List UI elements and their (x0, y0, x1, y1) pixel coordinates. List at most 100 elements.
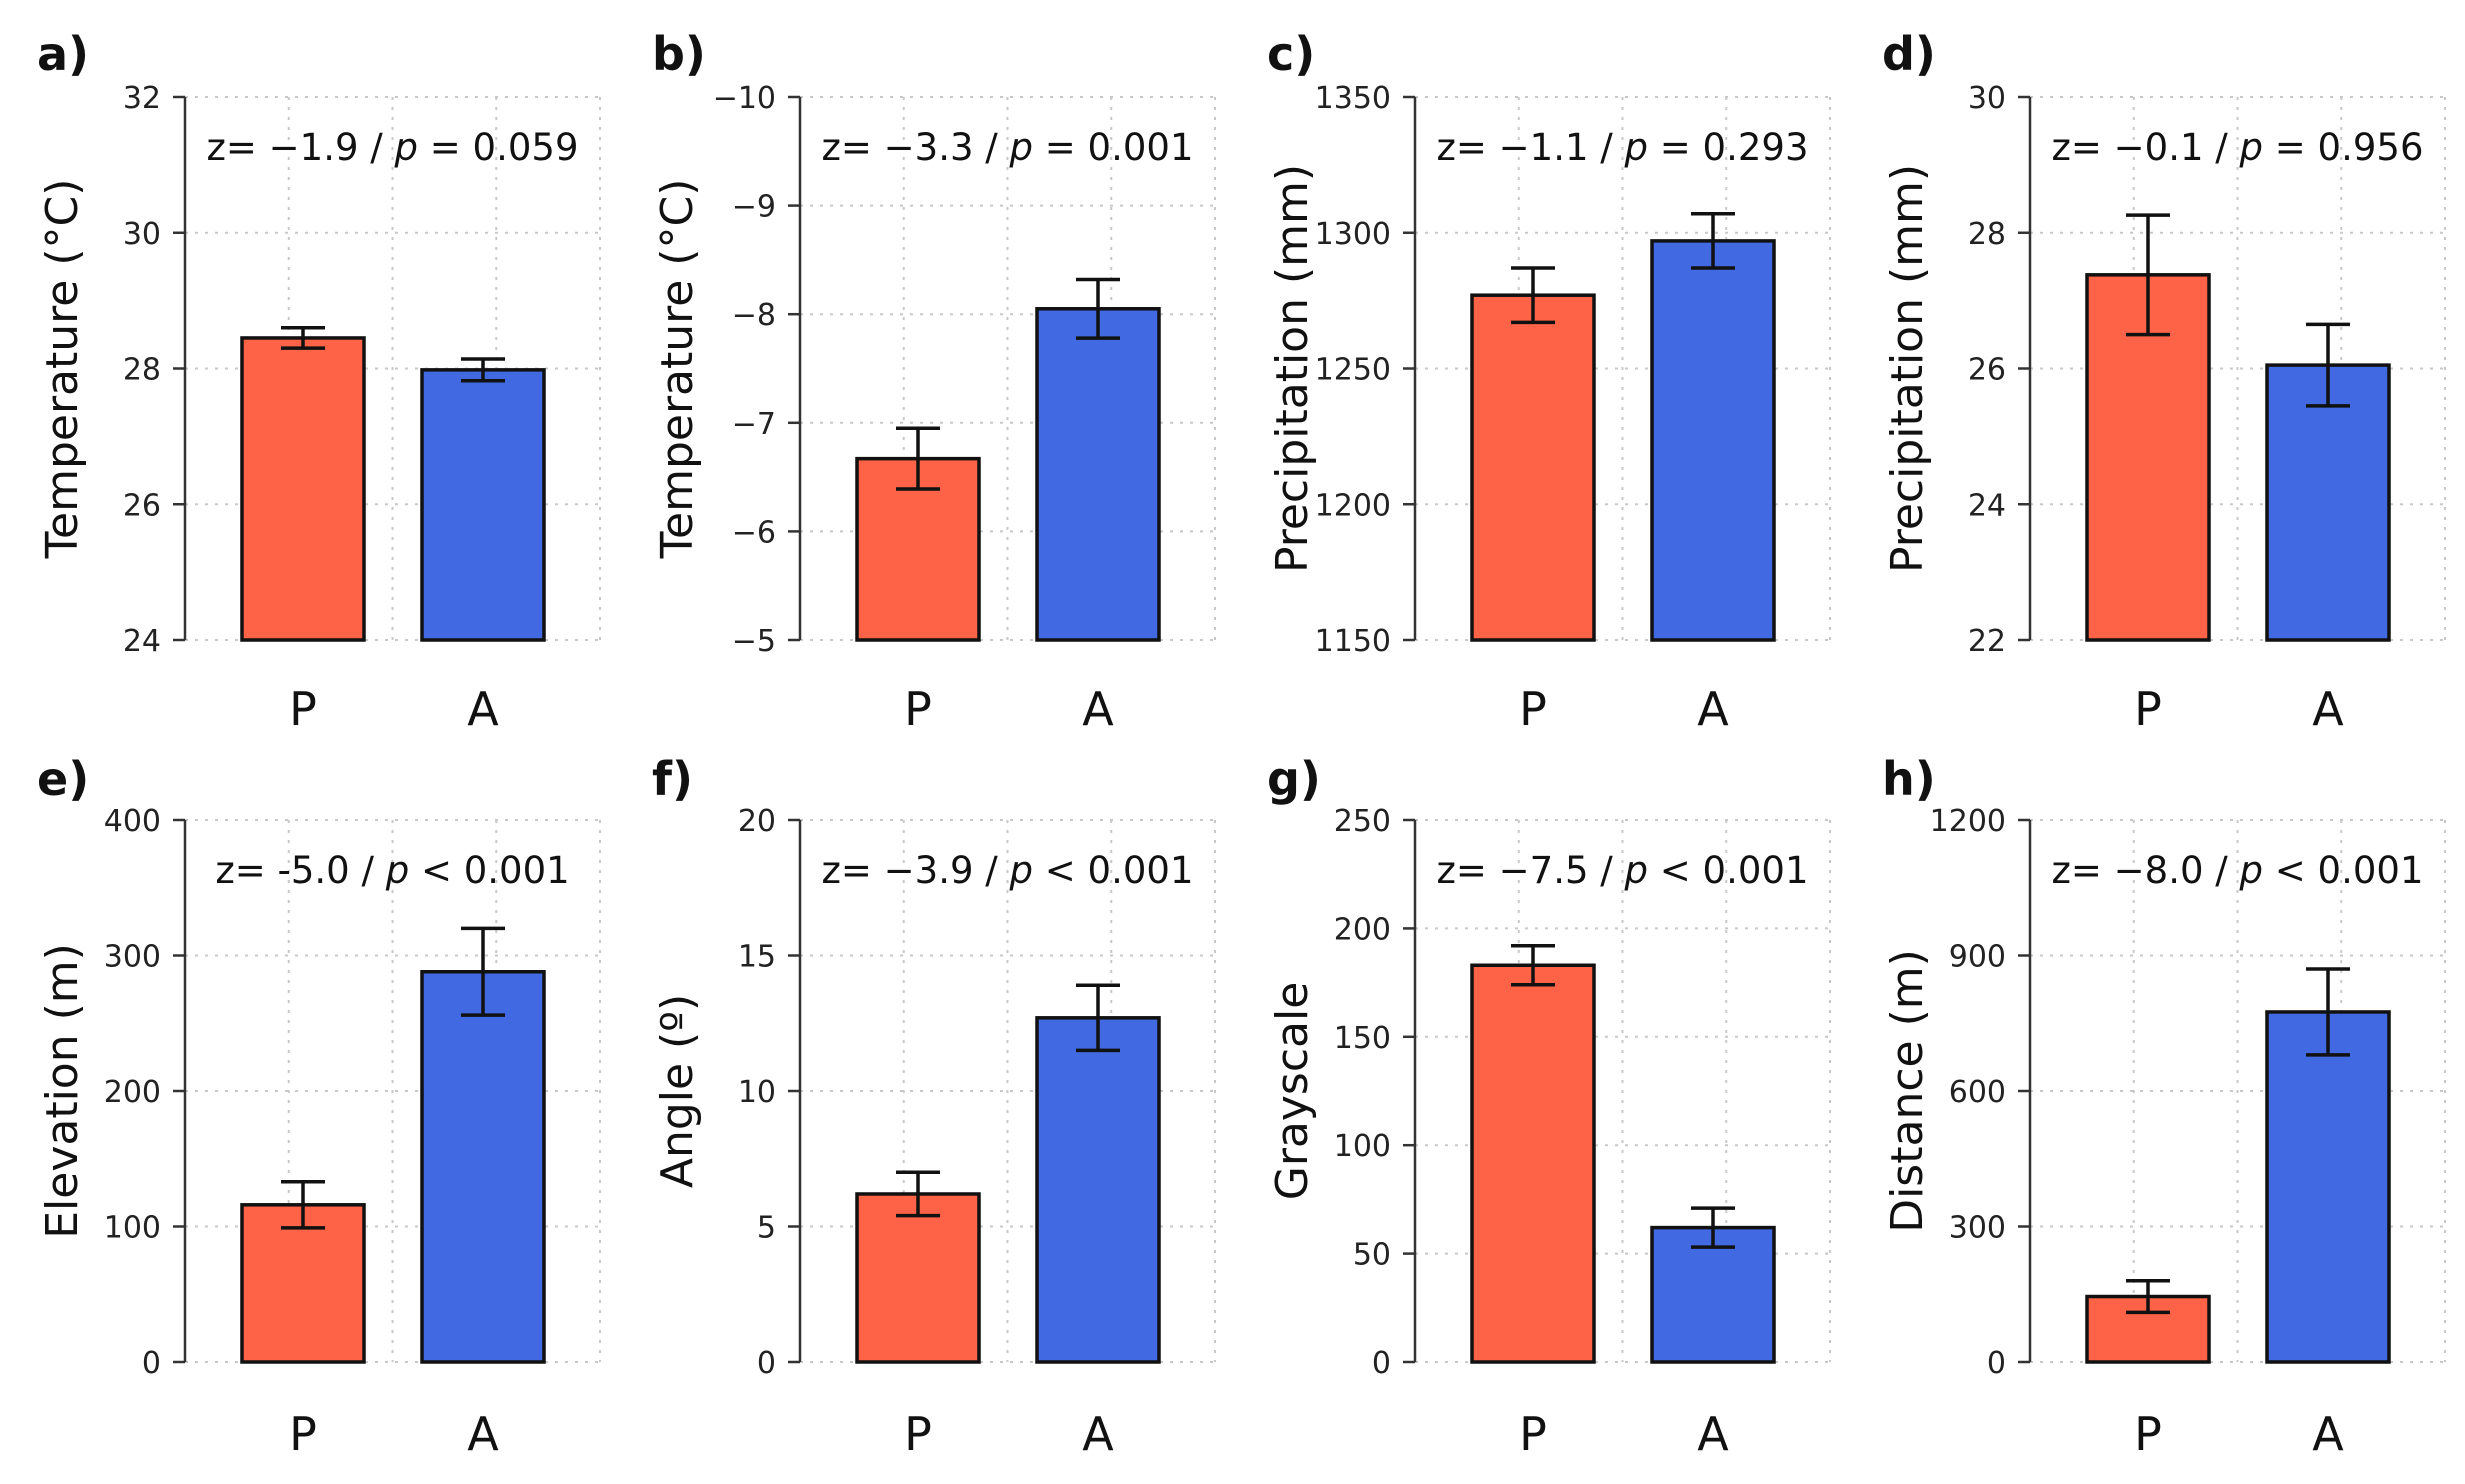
y-tick-label: −5 (732, 624, 776, 659)
panel-a: a) 24 26 28 30 32 Temperature (°C) P Az= −1.9 / … (37, 27, 601, 736)
panel-letter: a) (37, 27, 89, 81)
panel-letter: h) (1882, 752, 1936, 806)
category-label-A: A (1082, 1407, 1114, 1461)
annotation-p: p (1624, 849, 1649, 892)
annotation-p: p (1009, 126, 1034, 169)
y-tick-label: 28 (1968, 217, 2006, 252)
y-tick-label: −6 (732, 515, 776, 550)
y-tick-label: 28 (123, 353, 161, 388)
stat-annotation: z= −0.1 / p = 0.956 (2052, 126, 2424, 169)
y-tick-label: 300 (1949, 1211, 2006, 1246)
annotation-p: p (2239, 126, 2264, 169)
category-label-P: P (289, 1407, 317, 1461)
stat-annotation: z= −7.5 / p < 0.001 (1437, 849, 1809, 892)
category-label-P: P (904, 1407, 932, 1461)
y-tick-label: 32 (123, 81, 161, 116)
y-axis-label: Temperature (°C) (37, 179, 88, 560)
annotation-value: < 0.001 (409, 849, 569, 892)
category-label-P: P (289, 682, 317, 736)
y-tick-label: 1200 (1930, 804, 2006, 839)
y-tick-label: 100 (1334, 1129, 1391, 1164)
category-label-P: P (1519, 682, 1547, 736)
stat-annotation: z= −8.0 / p < 0.001 (2052, 849, 2424, 892)
y-tick-label: 26 (123, 488, 161, 523)
bar-P (240, 336, 366, 642)
annotation-p: p (385, 849, 410, 892)
annotation-p: p (394, 126, 419, 169)
y-tick-label: 1200 (1315, 488, 1391, 523)
category-label-A: A (1697, 682, 1729, 736)
annotation-z: z= −3.3 / (822, 126, 1010, 169)
y-axis-label: Precipitation (mm) (1267, 164, 1318, 573)
category-label-A: A (1697, 1407, 1729, 1461)
y-tick-label: 300 (104, 940, 161, 975)
panel-letter: c) (1267, 27, 1315, 81)
bar-A (420, 970, 546, 1364)
y-tick-label: 5 (757, 1211, 776, 1246)
y-axis-label: Precipitation (mm) (1882, 164, 1933, 573)
panel-letter: b) (652, 27, 706, 81)
panel-letter: d) (1882, 27, 1936, 81)
annotation-p: p (1009, 849, 1034, 892)
y-tick-label: 400 (104, 804, 161, 839)
category-label-P: P (1519, 1407, 1547, 1461)
bar-P (1470, 293, 1596, 642)
y-tick-label: 1300 (1315, 217, 1391, 252)
panel-e: e) 0 100 200 300 400 Elevation (m) P Az= -5.0 / … (37, 752, 601, 1461)
y-tick-label: 250 (1334, 804, 1391, 839)
y-tick-label: 15 (738, 940, 776, 975)
stat-annotation: z= −3.9 / p < 0.001 (822, 849, 1194, 892)
annotation-value: < 0.001 (1033, 849, 1193, 892)
annotation-z: z= −8.0 / (2052, 849, 2240, 892)
y-tick-label: 200 (104, 1075, 161, 1110)
y-tick-label: −8 (732, 298, 776, 333)
bar-A (1650, 1225, 1776, 1364)
y-tick-label: −9 (732, 190, 776, 225)
bar-P (1470, 963, 1596, 1364)
y-axis-label: Elevation (m) (37, 943, 88, 1239)
y-axis-label: Distance (m) (1882, 949, 1933, 1233)
panel-c: c) 1150 1200 1250 1300 1350 Precipitation (mm)… (1267, 27, 1831, 736)
annotation-value: < 0.001 (1648, 849, 1808, 892)
y-tick-label: 30 (123, 217, 161, 252)
y-tick-label: 10 (738, 1075, 776, 1110)
annotation-value: = 0.001 (1033, 126, 1193, 169)
y-tick-label: 150 (1334, 1021, 1391, 1056)
y-tick-label: 0 (1372, 1346, 1391, 1381)
category-label-A: A (1082, 682, 1114, 736)
annotation-z: z= −0.1 / (2052, 126, 2240, 169)
y-tick-label: 20 (738, 804, 776, 839)
y-axis-label: Temperature (°C) (652, 179, 703, 560)
y-tick-label: −7 (732, 407, 776, 442)
stat-annotation: z= −3.3 / p = 0.001 (822, 126, 1194, 169)
y-tick-label: 22 (1968, 624, 2006, 659)
annotation-value: = 0.293 (1648, 126, 1808, 169)
y-tick-label: 1150 (1315, 624, 1391, 659)
annotation-z: z= −1.1 / (1437, 126, 1625, 169)
y-tick-label: 1350 (1315, 81, 1391, 116)
annotation-p: p (1624, 126, 1649, 169)
panel-b: b) −5 −6 −7 −8 −9 −10 Temperature (°C) P Az= −3.3… (652, 27, 1216, 736)
y-tick-label: 100 (104, 1211, 161, 1246)
y-tick-label: 30 (1968, 81, 2006, 116)
y-tick-label: 24 (123, 624, 161, 659)
y-tick-label: 0 (1987, 1346, 2006, 1381)
category-label-A: A (2312, 1407, 2344, 1461)
category-label-P: P (904, 682, 932, 736)
panel-letter: f) (652, 752, 693, 806)
annotation-z: z= −7.5 / (1437, 849, 1625, 892)
category-label-A: A (467, 1407, 499, 1461)
panel-d: d) 22 24 26 28 30 Precipitation (mm) P Az= −0.1 … (1882, 27, 2446, 736)
y-axis-label: Grayscale (1267, 982, 1318, 1201)
y-tick-label: −10 (713, 81, 776, 116)
panel-letter: e) (37, 752, 89, 806)
y-tick-label: 24 (1968, 488, 2006, 523)
annotation-value: < 0.001 (2263, 849, 2423, 892)
panel-letter: g) (1267, 752, 1321, 806)
annotation-z: z= -5.0 / (215, 849, 385, 892)
y-tick-label: 1250 (1315, 353, 1391, 388)
stat-annotation: z= -5.0 / p < 0.001 (215, 849, 569, 892)
y-tick-label: 200 (1334, 912, 1391, 947)
annotation-z: z= −3.9 / (822, 849, 1010, 892)
